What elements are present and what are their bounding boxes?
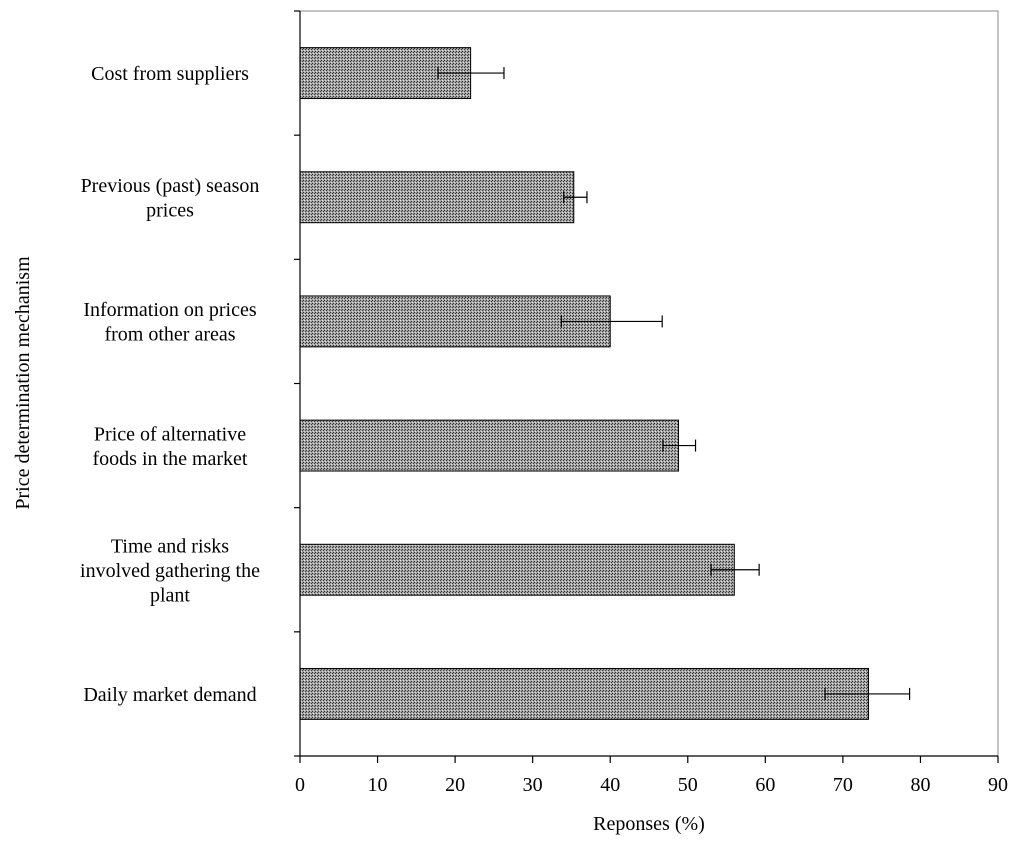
x-tick-label: 0 [295,774,305,796]
bar [299,295,611,348]
x-tick-label: 30 [523,774,543,796]
bar [299,543,735,596]
category-label: Daily market demand [83,684,256,706]
bar [299,171,575,224]
x-tick-label: 50 [678,774,698,796]
bar [299,419,679,472]
x-tick-label: 90 [988,774,1008,796]
bar [299,667,869,720]
x-tick-label: 70 [833,774,853,796]
category-label: Previous (past) season prices [81,175,260,222]
x-tick-label: 80 [910,774,930,796]
category-label: Price of alternative foods in the market [93,423,248,470]
x-tick-label: 10 [368,774,388,796]
x-tick-label: 40 [600,774,620,796]
y-axis-title: Price determination mechanism [12,256,34,510]
category-label: Information on prices from other areas [83,299,256,346]
category-label: Cost from suppliers [91,63,249,85]
x-axis-title: Reponses (%) [593,813,705,835]
x-tick-label: 20 [445,774,465,796]
x-tick-label: 60 [755,774,775,796]
category-label: Time and risks involved gathering the plan… [80,535,260,606]
plot-area-frame [299,10,999,757]
